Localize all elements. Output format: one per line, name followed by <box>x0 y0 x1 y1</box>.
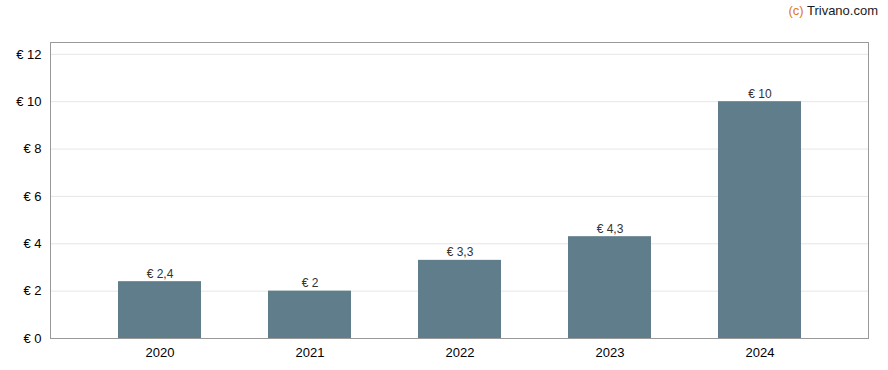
svg-text:€ 10: € 10 <box>16 94 41 109</box>
html-text:(c) Trivano.com: (c) Trivano.com <box>788 3 878 18</box>
svg-text:€ 0: € 0 <box>23 331 41 346</box>
svg-text:2024: 2024 <box>746 345 775 360</box>
svg-text:€ 2: € 2 <box>23 283 41 298</box>
svg-text:€ 4: € 4 <box>23 236 41 251</box>
svg-text:€ 4,3: € 4,3 <box>597 222 624 236</box>
svg-text:2022: 2022 <box>446 345 475 360</box>
svg-text:€ 2,4: € 2,4 <box>147 267 174 281</box>
svg-text:€ 6: € 6 <box>23 189 41 204</box>
svg-text:€ 12: € 12 <box>16 47 41 62</box>
svg-text:€ 3,3: € 3,3 <box>447 245 474 259</box>
svg-text:€ 10: € 10 <box>748 87 772 101</box>
svg-text:€ 2: € 2 <box>302 276 319 290</box>
svg-text:2023: 2023 <box>596 345 625 360</box>
svg-text:2020: 2020 <box>146 345 175 360</box>
svg-text:€ 8: € 8 <box>23 141 41 156</box>
svg-text:2021: 2021 <box>296 345 325 360</box>
